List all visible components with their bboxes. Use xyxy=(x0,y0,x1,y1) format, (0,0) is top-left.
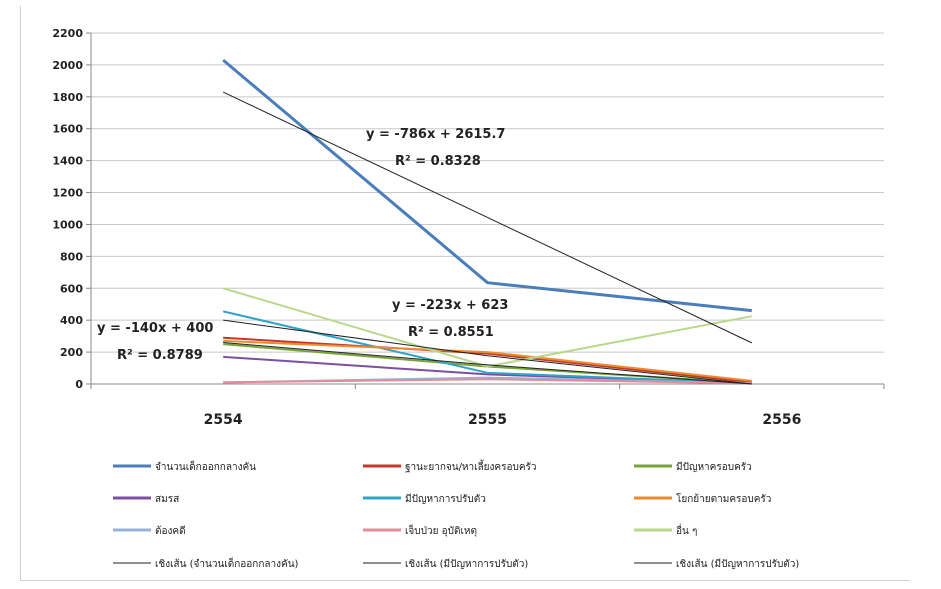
trendlines xyxy=(222,91,753,385)
series-line-9 xyxy=(222,287,753,368)
equation-3-line2: R² = 0.8789 xyxy=(117,348,203,363)
trendline-1 xyxy=(222,91,753,344)
legend-item: ต้องคดี xyxy=(113,525,186,537)
series-line-8 xyxy=(223,378,752,385)
trendline-equations: y = -786x + 2615.7 R² = 0.8328 y = -223x… xyxy=(97,127,508,363)
legend-item: จำนวนเด็กออกกลางคัน xyxy=(113,459,256,473)
y-tick-label: 800 xyxy=(60,250,83,263)
series-line-1 xyxy=(222,58,752,313)
legend-label: โยกย้ายตามครอบครัว xyxy=(676,492,771,505)
y-axis: 0 200 400 600 800 1000 1200 1400 1600 1800 2000 220… xyxy=(52,27,92,391)
legend-label: อื่น ๆ xyxy=(676,523,697,537)
legend-label: สมรส xyxy=(155,494,179,505)
legend-label: เชิงเส้น (มีปัญหาการปรับตัว) xyxy=(676,558,799,570)
legend-item: เชิงเส้น (จำนวนเด็กออกกลางคัน) xyxy=(113,556,299,570)
equation-1-line2: R² = 0.8328 xyxy=(395,154,481,169)
legend-label: ต้องคดี xyxy=(155,525,186,537)
legend-item: มีปัญหาครอบครัว xyxy=(634,461,752,473)
trendline-3 xyxy=(223,342,752,385)
y-tick-label: 200 xyxy=(60,346,83,359)
series-line-2 xyxy=(223,336,752,384)
legend-label: มีปัญหาการปรับตัว xyxy=(405,493,486,505)
legend-item: อื่น ๆ xyxy=(634,523,697,537)
x-tick-label: 2555 xyxy=(468,412,507,428)
legend: จำนวนเด็กออกกลางคัน ฐานะยากจน/หาเลี้ยงครอ… xyxy=(113,459,799,570)
y-tick-label: 2200 xyxy=(52,27,83,40)
y-tick-label: 1200 xyxy=(52,187,83,200)
x-tick-label: 2556 xyxy=(762,412,801,428)
y-tick-label: 0 xyxy=(75,378,83,391)
legend-label: เชิงเส้น (มีปัญหาการปรับตัว) xyxy=(405,558,528,570)
legend-label: จำนวนเด็กออกกลางคัน xyxy=(155,459,256,473)
equation-3-line1: y = -140x + 400 xyxy=(97,321,213,336)
equation-2-line1: y = -223x + 623 xyxy=(392,298,508,313)
y-tick-label: 1800 xyxy=(52,91,83,104)
legend-item: เชิงเส้น (มีปัญหาการปรับตัว) xyxy=(363,558,528,570)
x-axis: 2554 2555 2556 xyxy=(90,383,885,428)
y-tick-label: 1400 xyxy=(52,155,83,168)
plot-area xyxy=(222,58,753,385)
legend-label: ฐานะยากจน/หาเลี้ยงครอบครัว xyxy=(405,459,537,473)
y-tick-label: 2000 xyxy=(52,59,83,72)
chart-frame: 0 200 400 600 800 1000 1200 1400 1600 1800 2000 220… xyxy=(20,6,910,581)
legend-item: เชิงเส้น (มีปัญหาการปรับตัว) xyxy=(634,558,799,570)
legend-item: โยกย้ายตามครอบครัว xyxy=(634,492,771,505)
equation-2-line2: R² = 0.8551 xyxy=(408,325,494,340)
legend-item: สมรส xyxy=(113,494,179,505)
legend-item: ฐานะยากจน/หาเลี้ยงครอบครัว xyxy=(363,459,537,473)
line-chart: 0 200 400 600 800 1000 1200 1400 1600 1800 2000 220… xyxy=(52,27,885,570)
legend-label: เจ็บป่วย อุบัติเหตุ xyxy=(405,523,477,537)
equation-1-line1: y = -786x + 2615.7 xyxy=(366,127,505,142)
legend-item: เจ็บป่วย อุบัติเหตุ xyxy=(363,523,477,537)
x-tick-label: 2554 xyxy=(204,412,243,428)
legend-item: มีปัญหาการปรับตัว xyxy=(363,493,486,505)
legend-label: มีปัญหาครอบครัว xyxy=(676,461,752,473)
legend-label: เชิงเส้น (จำนวนเด็กออกกลางคัน) xyxy=(155,556,299,570)
y-tick-label: 1600 xyxy=(52,123,83,136)
series-line-6 xyxy=(223,339,752,382)
y-tick-label: 1000 xyxy=(52,218,83,231)
y-tick-label: 400 xyxy=(60,314,83,327)
y-tick-label: 600 xyxy=(60,282,83,295)
trendline-2 xyxy=(223,319,752,385)
